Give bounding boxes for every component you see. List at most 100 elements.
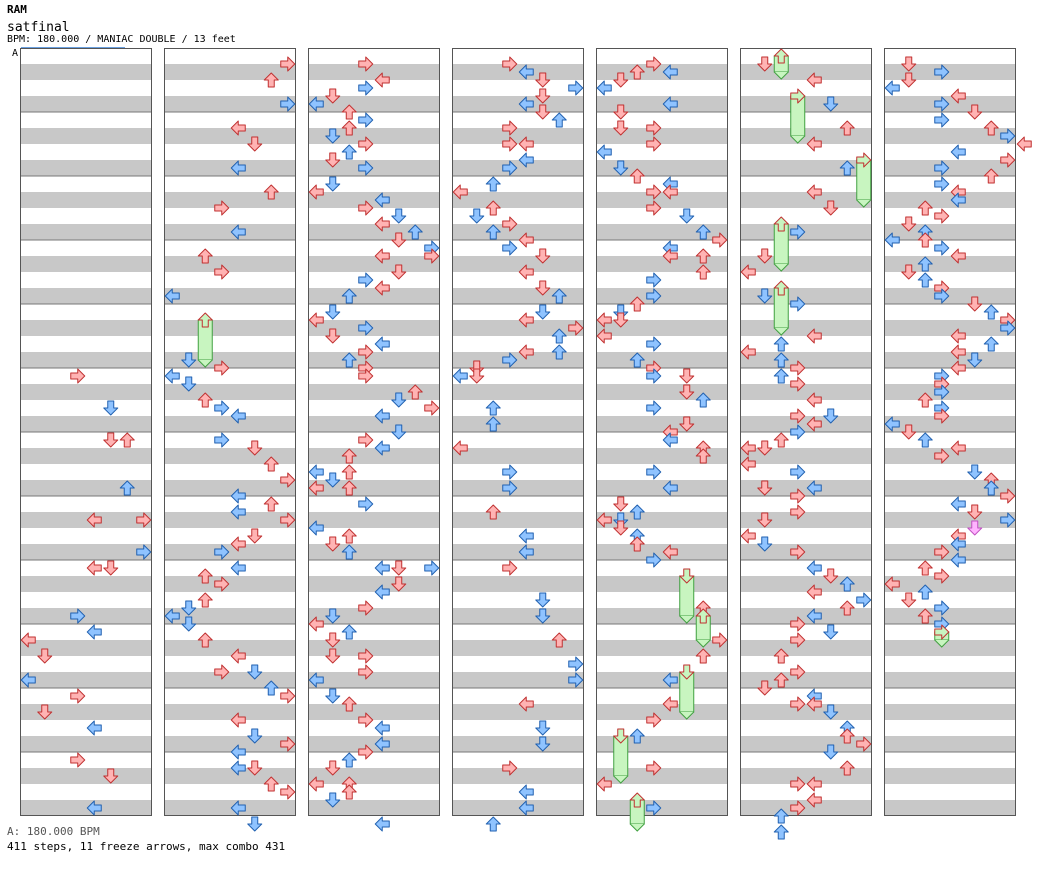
beat-stripe — [596, 224, 728, 240]
beat-stripe — [596, 320, 728, 336]
beat-stripe — [20, 192, 152, 208]
arrow-up-icon — [263, 680, 279, 696]
arrow-left-icon — [662, 64, 678, 80]
beat-stripe — [740, 512, 872, 528]
beat-stripe — [884, 384, 1016, 400]
arrow-right-icon — [646, 712, 662, 728]
beat-stripe — [452, 704, 584, 720]
arrow-right-icon — [502, 760, 518, 776]
arrow-left-icon — [806, 584, 822, 600]
beat-stripe — [884, 320, 1016, 336]
song-title: satfinal — [7, 20, 70, 35]
beat-stripe — [164, 256, 296, 272]
beat-stripe — [884, 128, 1016, 144]
arrow-right-icon — [790, 776, 806, 792]
arrow-up-icon — [917, 432, 933, 448]
arrow-right-icon — [502, 56, 518, 72]
arrow-up-icon — [629, 352, 645, 368]
beat-stripe — [164, 736, 296, 752]
arrow-right-icon — [646, 120, 662, 136]
beat-stripe — [884, 544, 1016, 560]
arrow-up-icon — [773, 808, 789, 824]
beat-stripe — [308, 736, 440, 752]
beat-stripe — [452, 480, 584, 496]
beat-stripe — [596, 192, 728, 208]
arrow-down-icon — [679, 384, 695, 400]
chart-column-1 — [20, 48, 152, 816]
bpm-marker-line — [21, 47, 125, 48]
beat-stripe — [308, 288, 440, 304]
arrow-up-icon — [983, 336, 999, 352]
arrow-right-icon — [934, 176, 950, 192]
beat-stripe — [164, 608, 296, 624]
arrow-right-icon — [502, 120, 518, 136]
arrow-up-icon — [695, 248, 711, 264]
arrow-down-icon — [391, 232, 407, 248]
arrow-right-icon — [790, 696, 806, 712]
arrow-up-icon — [485, 400, 501, 416]
arrow-up-icon — [263, 496, 279, 512]
beat-stripe — [164, 448, 296, 464]
arrow-up-icon — [839, 120, 855, 136]
column-border — [884, 48, 1016, 816]
beat-stripe — [452, 384, 584, 400]
column-border — [740, 48, 872, 816]
arrow-down-icon — [967, 504, 983, 520]
arrow-left-icon — [374, 816, 390, 832]
arrow-right-icon — [214, 432, 230, 448]
beat-stripe — [596, 416, 728, 432]
beat-stripe — [308, 384, 440, 400]
column-border — [20, 48, 152, 816]
arrow-left-icon — [806, 328, 822, 344]
arrow-up-icon — [629, 296, 645, 312]
bpm-marker-label: A — [12, 48, 19, 59]
arrow-left-icon — [806, 776, 822, 792]
arrow-down-icon — [535, 592, 551, 608]
arrow-down-icon — [391, 208, 407, 224]
arrow-left-icon — [518, 696, 534, 712]
arrow-down-icon — [37, 704, 53, 720]
arrow-left-icon — [950, 192, 966, 208]
beat-stripe — [20, 576, 152, 592]
arrow-up-icon — [695, 648, 711, 664]
arrow-right-icon — [934, 408, 950, 424]
arrow-down-icon — [247, 664, 263, 680]
arrow-down-icon — [679, 568, 695, 584]
arrow-down-icon — [535, 608, 551, 624]
beat-stripe — [308, 672, 440, 688]
freeze-arrow-tail — [695, 639, 711, 648]
beat-stripe — [308, 448, 440, 464]
arrow-down-icon — [247, 816, 263, 832]
beat-stripe — [164, 160, 296, 176]
arrow-down-icon — [613, 496, 629, 512]
arrow-up-icon — [839, 160, 855, 176]
arrow-right-icon — [934, 384, 950, 400]
arrow-right-icon — [280, 736, 296, 752]
arrow-up-icon — [917, 232, 933, 248]
arrow-right-icon — [136, 512, 152, 528]
beat-stripe — [20, 640, 152, 656]
arrow-down-icon — [679, 416, 695, 432]
arrow-down-icon — [247, 760, 263, 776]
beat-stripe — [20, 512, 152, 528]
beat-stripe — [596, 608, 728, 624]
arrow-left-icon — [230, 560, 246, 576]
arrow-right-icon — [568, 672, 584, 688]
arrow-left-icon — [740, 528, 756, 544]
beat-stripe — [452, 64, 584, 80]
arrow-left-icon — [20, 672, 36, 688]
beat-stripe — [164, 512, 296, 528]
arrow-right-icon — [214, 264, 230, 280]
arrow-down-icon — [613, 312, 629, 328]
arrow-up-icon — [551, 344, 567, 360]
arrow-left-icon — [806, 480, 822, 496]
arrow-left-icon — [806, 72, 822, 88]
arrow-up-icon — [407, 384, 423, 400]
arrow-down-icon — [967, 520, 983, 536]
arrow-up-icon — [695, 264, 711, 280]
chart-column-4 — [452, 48, 584, 816]
arrow-down-icon — [37, 648, 53, 664]
beat-stripe — [884, 640, 1016, 656]
arrow-up-icon — [773, 280, 789, 296]
arrow-left-icon — [806, 560, 822, 576]
